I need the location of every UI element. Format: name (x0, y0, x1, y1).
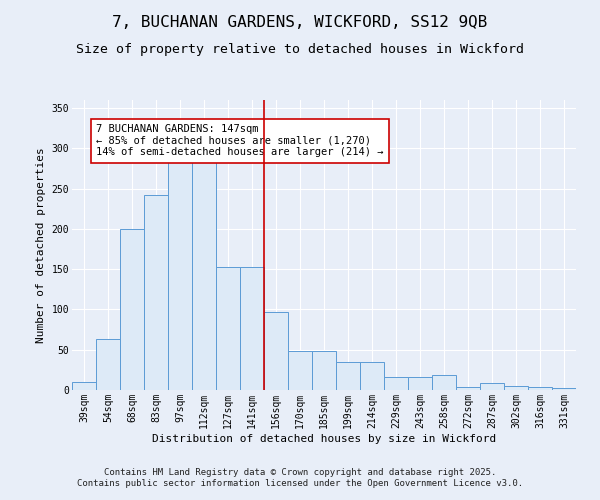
Bar (528, 387, 552, 390)
Bar (144, 195, 168, 390)
Bar (216, 267, 240, 390)
Bar (96, 339, 120, 390)
Text: 7, BUCHANAN GARDENS, WICKFORD, SS12 9QB: 7, BUCHANAN GARDENS, WICKFORD, SS12 9QB (112, 15, 488, 30)
Bar (192, 154, 216, 390)
Bar (360, 362, 384, 390)
Bar (120, 229, 144, 390)
Text: Size of property relative to detached houses in Wickford: Size of property relative to detached ho… (76, 42, 524, 56)
Bar (72, 382, 96, 390)
Y-axis label: Number of detached properties: Number of detached properties (36, 147, 46, 343)
Bar (336, 362, 360, 390)
Bar (288, 352, 312, 390)
Bar (432, 374, 456, 390)
Bar (312, 352, 336, 390)
Bar (408, 377, 432, 390)
Bar (168, 162, 192, 390)
Bar (552, 388, 576, 390)
Text: Contains HM Land Registry data © Crown copyright and database right 2025.
Contai: Contains HM Land Registry data © Crown c… (77, 468, 523, 487)
Bar (480, 383, 504, 390)
Bar (384, 377, 408, 390)
Text: 7 BUCHANAN GARDENS: 147sqm
← 85% of detached houses are smaller (1,270)
14% of s: 7 BUCHANAN GARDENS: 147sqm ← 85% of deta… (96, 124, 383, 158)
Bar (456, 387, 480, 390)
X-axis label: Distribution of detached houses by size in Wickford: Distribution of detached houses by size … (152, 434, 496, 444)
Bar (240, 267, 264, 390)
Bar (504, 386, 528, 390)
Bar (264, 312, 288, 390)
